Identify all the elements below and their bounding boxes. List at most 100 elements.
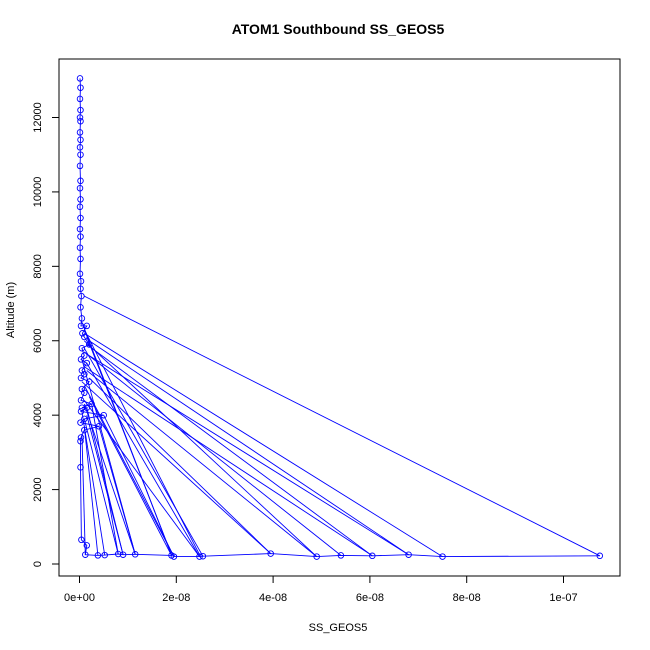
series-segment — [86, 370, 317, 557]
series-segment — [86, 344, 373, 557]
data-point — [77, 196, 84, 203]
data-point — [79, 330, 86, 337]
data-point — [82, 551, 89, 558]
series-segment — [88, 377, 272, 554]
data-point — [170, 553, 178, 560]
data-point — [119, 551, 127, 558]
data-point — [76, 129, 84, 136]
data-point — [78, 536, 85, 544]
data-point — [77, 356, 85, 363]
data-point — [78, 344, 86, 352]
data-point — [81, 333, 88, 341]
data-point — [77, 233, 84, 240]
data-point — [76, 184, 84, 192]
chart-title: ATOM1 Southbound SS_GEOS5 — [232, 21, 445, 37]
data-point — [81, 426, 88, 434]
data-point — [81, 370, 88, 378]
data-point — [83, 404, 91, 411]
series-segment — [83, 403, 136, 555]
data-point — [77, 255, 84, 263]
data-point — [76, 203, 84, 211]
data-point — [76, 270, 84, 278]
x-tick-label: 0e+00 — [64, 592, 95, 604]
data-point — [196, 553, 203, 560]
series-segment — [83, 426, 99, 556]
data-point — [77, 285, 84, 292]
series-segment — [81, 321, 172, 556]
series-segment — [88, 396, 172, 556]
data-point — [81, 352, 88, 359]
series-segment — [83, 329, 201, 557]
data-point — [81, 389, 88, 397]
data-point — [77, 304, 84, 311]
data-point — [267, 550, 274, 557]
series-segment — [84, 295, 601, 557]
data-point — [369, 552, 376, 560]
data-point — [77, 84, 84, 91]
data-point — [95, 423, 103, 430]
y-tick-label: 4000 — [32, 403, 44, 427]
data-point — [76, 225, 84, 233]
series-segment — [88, 340, 409, 556]
data-point — [77, 177, 84, 185]
data-point — [83, 359, 91, 367]
data-point — [77, 117, 84, 125]
data-point — [85, 341, 93, 348]
data-point — [76, 162, 84, 170]
data-point — [81, 415, 88, 423]
data-point — [114, 550, 122, 558]
data-point — [596, 552, 604, 560]
data-point — [77, 464, 84, 471]
data-point — [101, 551, 108, 559]
y-tick-label: 6000 — [32, 329, 44, 353]
series-segment — [81, 381, 272, 554]
series-segment — [91, 403, 119, 555]
x-tick-label: 1e-07 — [549, 592, 577, 604]
series-segment — [83, 347, 204, 557]
data-point — [439, 553, 446, 560]
x-axis: 0e+00 2e-08 4e-08 6e-08 8e-08 1e-07 — [64, 575, 578, 604]
data-point — [77, 136, 84, 144]
x-axis-label: SS_GEOS5 — [309, 622, 368, 634]
series-segment — [83, 418, 119, 555]
data-point — [76, 75, 84, 82]
data-point — [77, 397, 85, 404]
data-point — [313, 553, 320, 560]
data-point — [76, 114, 84, 121]
data-point — [337, 552, 345, 559]
data-point — [77, 408, 85, 415]
y-tick-label: 0 — [32, 561, 44, 567]
series-segment — [84, 351, 342, 556]
y-tick-label: 2000 — [32, 477, 44, 501]
data-point — [77, 434, 85, 441]
data-point — [94, 552, 102, 559]
x-tick-label: 4e-08 — [259, 592, 287, 604]
x-tick-label: 8e-08 — [453, 592, 481, 604]
data-point — [77, 151, 84, 158]
data-point — [77, 374, 85, 382]
data-point — [77, 419, 84, 426]
y-axis: 0 2000 4000 6000 8000 10000 12000 — [32, 102, 60, 567]
data-point — [78, 315, 86, 322]
series-segment — [98, 426, 136, 555]
data-point — [78, 292, 85, 300]
data-point — [83, 542, 91, 549]
data-point — [83, 322, 91, 330]
series-segment — [84, 332, 443, 557]
data-point — [77, 106, 84, 114]
y-axis-label: Altitude (m) — [5, 282, 17, 338]
data-point — [131, 551, 139, 558]
data-point — [77, 437, 84, 445]
y-tick-label: 8000 — [32, 254, 44, 278]
series-segment — [83, 340, 318, 557]
series-segment — [86, 362, 200, 557]
data-point — [199, 552, 207, 560]
x-tick-label: 2e-08 — [162, 592, 190, 604]
series-segment — [103, 414, 175, 557]
series-segment — [81, 433, 86, 555]
y-tick-label: 12000 — [32, 102, 44, 133]
data-point — [78, 404, 86, 411]
data-point — [405, 551, 412, 558]
data-point — [76, 95, 84, 103]
